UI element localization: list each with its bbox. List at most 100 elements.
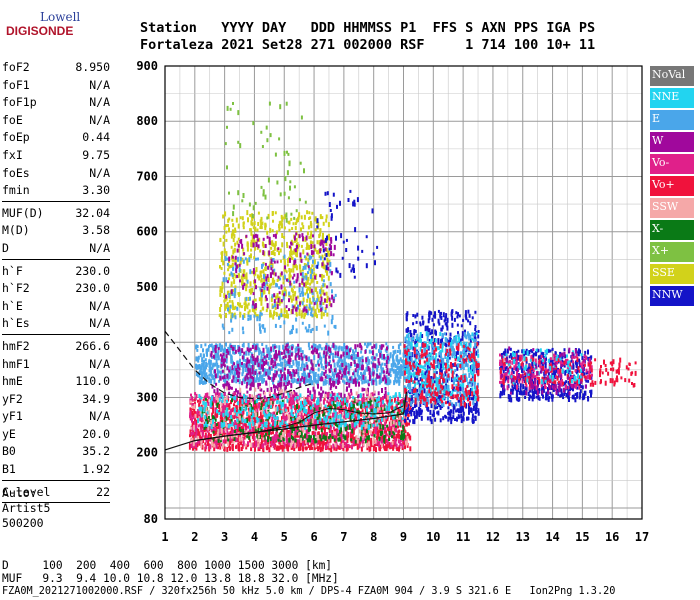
echo-point xyxy=(191,402,194,407)
echo-point xyxy=(379,428,382,432)
echo-point xyxy=(256,394,259,398)
echo-point xyxy=(285,278,288,282)
echo-point xyxy=(391,435,394,439)
echo-point xyxy=(250,253,252,259)
echo-point xyxy=(265,371,268,376)
echo-point xyxy=(379,436,382,441)
echo-point xyxy=(312,306,315,311)
echo-point xyxy=(238,363,241,368)
echo-point xyxy=(228,331,231,335)
echo-point xyxy=(232,211,235,217)
echo-point xyxy=(347,355,350,360)
echo-point xyxy=(272,250,275,255)
echo-point xyxy=(212,375,215,381)
echo-point xyxy=(310,312,313,317)
echo-point xyxy=(249,347,252,351)
echo-point xyxy=(307,265,310,269)
echo-point xyxy=(384,421,387,427)
echo-point xyxy=(214,411,217,416)
echo-point xyxy=(269,133,272,138)
echo-point xyxy=(363,369,366,374)
echo-point xyxy=(202,404,205,408)
echo-point xyxy=(249,213,252,217)
echo-point xyxy=(371,208,374,214)
echo-point xyxy=(249,269,252,275)
param-value: 3.30 xyxy=(82,183,110,198)
echo-point xyxy=(255,314,258,318)
echo-point xyxy=(396,359,399,363)
echo-point xyxy=(366,344,369,348)
echo-point xyxy=(320,438,323,442)
echo-point xyxy=(205,444,208,450)
echo-point xyxy=(385,359,388,365)
echo-point xyxy=(368,377,371,381)
echo-point xyxy=(293,280,296,284)
echo-point xyxy=(270,365,273,371)
echo-point xyxy=(262,282,265,286)
echo-point xyxy=(386,408,389,414)
echo-point xyxy=(200,365,203,369)
echo-point xyxy=(313,355,316,361)
echo-point xyxy=(366,356,369,362)
echo-point xyxy=(367,366,370,372)
echo-point xyxy=(335,267,338,273)
echo-point xyxy=(282,281,285,285)
echo-point xyxy=(232,305,235,311)
echo-point xyxy=(233,430,236,433)
echo-point xyxy=(364,438,367,444)
echo-point xyxy=(197,412,200,416)
echo-point xyxy=(334,324,337,329)
echo-point xyxy=(283,226,286,230)
echo-point xyxy=(226,257,229,261)
echo-point xyxy=(258,323,261,327)
echo-point xyxy=(238,267,241,273)
echo-point xyxy=(236,394,239,398)
echo-point xyxy=(260,270,263,274)
echo-point xyxy=(225,313,227,318)
echo-point xyxy=(274,272,277,277)
echo-point xyxy=(283,257,286,262)
echo-point xyxy=(313,302,316,306)
echo-point xyxy=(351,428,354,434)
echo-point xyxy=(269,309,272,315)
echo-point xyxy=(251,307,254,312)
echo-point xyxy=(300,367,303,371)
echo-point xyxy=(328,443,331,448)
echo-point xyxy=(293,446,296,452)
echo-point xyxy=(302,236,304,242)
echo-point xyxy=(281,313,284,317)
echo-point xyxy=(191,405,194,409)
echo-point xyxy=(314,377,317,381)
echo-point xyxy=(291,428,294,434)
echo-point xyxy=(230,265,232,268)
echo-point xyxy=(281,431,284,437)
echo-point xyxy=(377,399,380,405)
echo-point xyxy=(349,376,352,381)
echo-point xyxy=(240,414,243,420)
echo-point xyxy=(276,304,279,310)
echo-point xyxy=(260,289,263,292)
echo-point xyxy=(331,314,334,320)
echo-point xyxy=(295,209,298,213)
echo-point xyxy=(400,435,403,440)
echo-point xyxy=(219,343,222,348)
echo-point xyxy=(386,394,389,400)
echo-point xyxy=(328,237,331,241)
echo-point xyxy=(297,443,300,447)
echo-point xyxy=(260,185,263,189)
echo-point xyxy=(337,392,340,396)
echo-point xyxy=(292,440,294,444)
echo-point xyxy=(403,432,406,438)
echo-point xyxy=(381,435,384,441)
echo-point xyxy=(369,393,372,398)
echo-point xyxy=(254,349,257,353)
echo-point xyxy=(313,445,316,451)
echo-point xyxy=(229,442,232,446)
echo-point xyxy=(288,228,291,232)
echo-region xyxy=(224,101,307,223)
echo-point xyxy=(362,393,365,397)
echo-point xyxy=(292,222,295,226)
echo-point xyxy=(189,429,192,434)
echo-point xyxy=(242,247,245,252)
echo-point xyxy=(303,168,305,174)
